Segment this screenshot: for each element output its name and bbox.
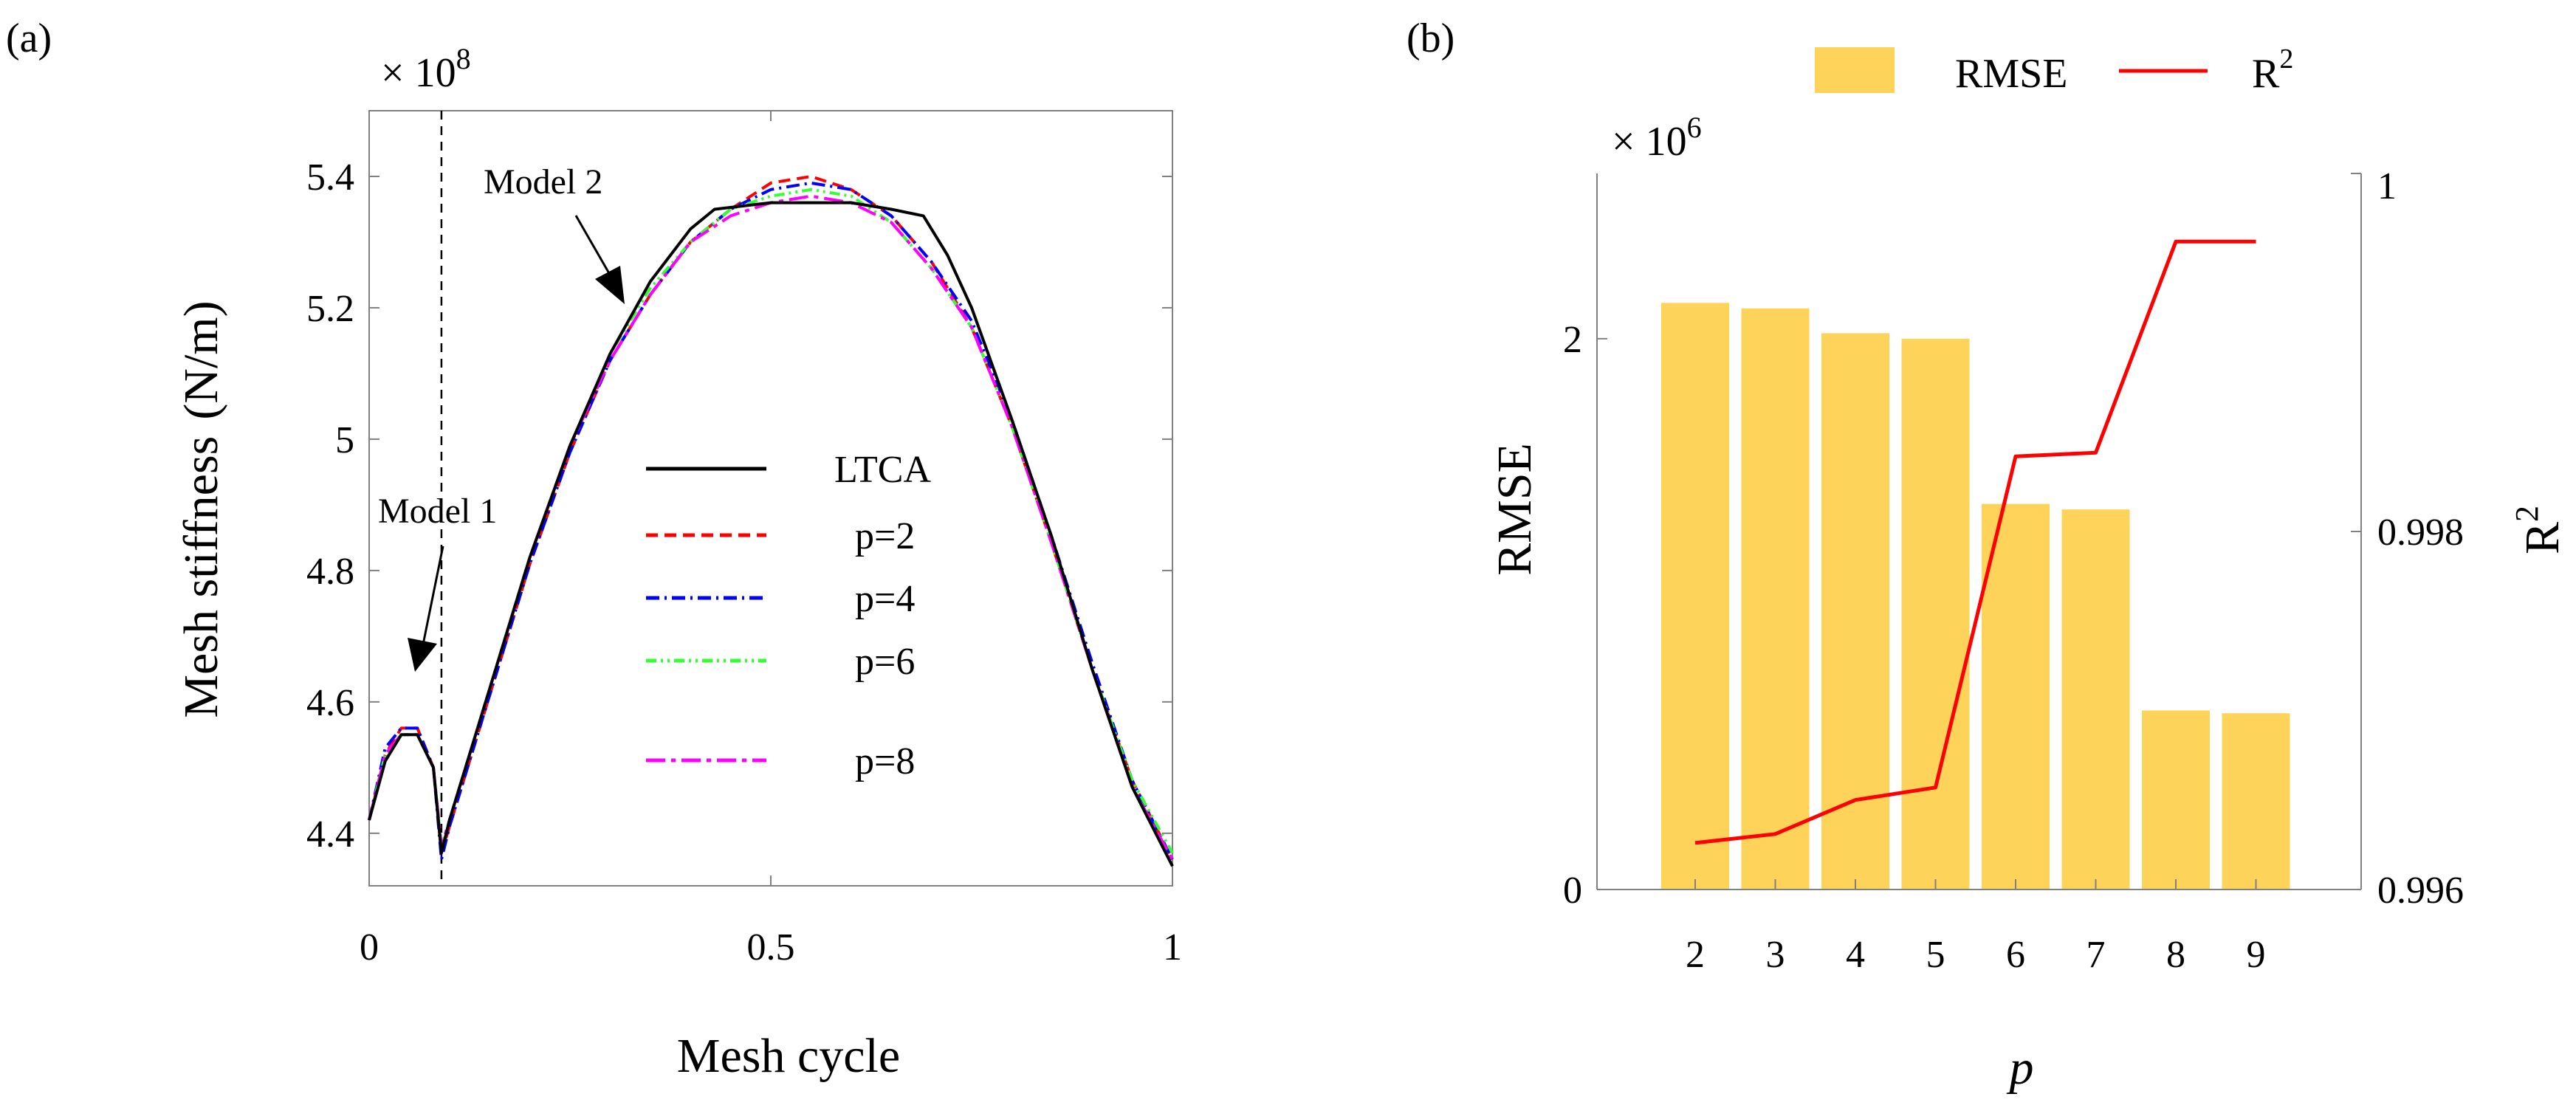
svg-text:Mesh stiffness(N/m): Mesh stiffness (N/m)	[174, 300, 228, 718]
panel-b-y-ticks: 02	[1563, 319, 1607, 912]
panel-b-line-group	[1694, 239, 2256, 845]
panel-b-xlabel: p	[2007, 1041, 2034, 1095]
bar-rmse-p9	[2222, 713, 2290, 890]
y-tick-label: 4.6	[306, 682, 354, 724]
panel-a-exponent-base: × 10	[381, 50, 456, 96]
legend-rmse-label: RMSE	[1955, 51, 2068, 97]
x-tick-label: 3	[1766, 934, 1785, 976]
panel-a-exponent-power: 8	[456, 42, 471, 75]
panel-a-plot: 4.44.64.855.25.4 0 0.5 1 Model 1 Model 2 L…	[306, 110, 1182, 968]
legend-label: p=4	[855, 578, 915, 620]
legend-label: p=6	[855, 641, 915, 683]
legend-label: p=8	[855, 740, 915, 782]
x-tick-label: 2	[1686, 934, 1705, 976]
svg-text:× 106: × 106	[1612, 111, 1702, 165]
legend-label: p=2	[855, 515, 915, 557]
legend-label: LTCA	[834, 449, 931, 491]
y2-tick-label: 0.998	[2377, 512, 2464, 554]
svg-text:R2: R2	[2509, 506, 2569, 554]
panel-a-label: (a)	[6, 16, 52, 61]
bar-rmse-p8	[2142, 710, 2210, 890]
legend-r2-sup: 2	[2279, 44, 2293, 75]
x-tick-label: 1	[1163, 926, 1182, 968]
series-line-r2	[1694, 239, 2256, 845]
y-tick-label: 5.4	[306, 156, 354, 199]
bar-rmse-p2	[1661, 303, 1729, 890]
ylabel-unit: (N/m)	[174, 300, 228, 419]
x-tick-label: 4	[1846, 934, 1865, 976]
bar-rmse-p3	[1741, 308, 1810, 890]
panel-a-ylabel: Mesh stiffness (N/m)	[174, 300, 228, 718]
y2-tick-label: 1	[2377, 165, 2397, 207]
panel-b-y2label: R2	[2509, 506, 2569, 554]
panel-a-exponent: × 108	[381, 42, 471, 96]
bar-rmse-p5	[1901, 338, 1970, 890]
panel-b-y2-ticks: 0.996 0.998 1	[2351, 165, 2464, 912]
x-tick-label: 9	[2247, 934, 2266, 976]
annotation-model1-arrowhead	[408, 638, 437, 672]
x-tick-label: 5	[1926, 934, 1945, 976]
y-tick-label: 5.2	[306, 288, 354, 330]
y2label-sup: 2	[2509, 506, 2545, 522]
x-tick-label: 0.5	[747, 926, 795, 968]
panel-a-y-ticks: 4.4 4.6 4.8 5 5.2 5.4	[306, 156, 1172, 856]
y-tick-label: 5	[335, 419, 354, 461]
panel-b-label: (b)	[1407, 16, 1454, 61]
svg-text:× 108: × 108	[381, 42, 471, 96]
y-tick-label: 4.8	[306, 551, 354, 593]
panel-b-exponent: × 106	[1612, 111, 1702, 165]
panel-b-exponent-base: × 10	[1612, 119, 1687, 165]
panel-a-legend: LTCA p=2 p=4 p=6 p=8	[646, 449, 931, 782]
ylabel-text: Mesh stiffness	[174, 436, 228, 718]
annotation-model2-arrowhead	[595, 266, 625, 304]
legend-entry-p-4: p=4	[646, 578, 915, 620]
legend-r2-label: R	[2252, 51, 2280, 97]
svg-text:R2: R2	[2252, 44, 2293, 97]
panel-a-annotation-model2: Model 2	[484, 162, 625, 304]
panel-b-ylabel: RMSE	[1488, 443, 1542, 576]
annotation-model1-text: Model 1	[378, 492, 497, 531]
panel-b-legend: RMSE R2	[1815, 44, 2293, 97]
bar-rmse-p4	[1821, 333, 1889, 890]
legend-entry-p-8: p=8	[646, 740, 915, 782]
legend-entry-p-6: p=6	[646, 641, 915, 683]
x-tick-label: 8	[2166, 934, 2185, 976]
panel-a-series-group	[368, 175, 1174, 867]
legend-rmse-swatch	[1815, 47, 1895, 93]
bar-rmse-p7	[2061, 509, 2130, 890]
panel-b-bars-group	[1661, 303, 2290, 890]
y-tick-label: 2	[1563, 319, 1582, 361]
y2label-text: R	[2515, 522, 2569, 554]
bar-rmse-p6	[1982, 503, 2050, 890]
x-tick-label: 6	[2006, 934, 2025, 976]
panel-b-x-ticks: 2 3 4 5 6 7 8 9	[1686, 879, 2266, 976]
y2-tick-label: 0.996	[2377, 870, 2464, 912]
series-line-ltca	[368, 201, 1174, 867]
x-tick-label: 7	[2086, 934, 2106, 976]
panel-a-annotation-model1: Model 1	[378, 492, 497, 672]
annotation-model2-text: Model 2	[484, 162, 602, 202]
x-tick-label: 0	[360, 926, 379, 968]
panel-a: (a) × 108 4.44.64.855.25.4 0 0.5 1 Model 1…	[6, 16, 1182, 1083]
panel-a-xlabel: Mesh cycle	[677, 1029, 900, 1083]
y-tick-label: 0	[1563, 870, 1582, 912]
legend-entry-p-2: p=2	[646, 515, 915, 557]
panel-a-x-ticks: 0 0.5 1	[360, 111, 1182, 968]
panel-b-exponent-power: 6	[1687, 111, 1702, 144]
legend-entry-ltca: LTCA	[646, 449, 931, 491]
y-tick-label: 4.4	[306, 813, 354, 856]
